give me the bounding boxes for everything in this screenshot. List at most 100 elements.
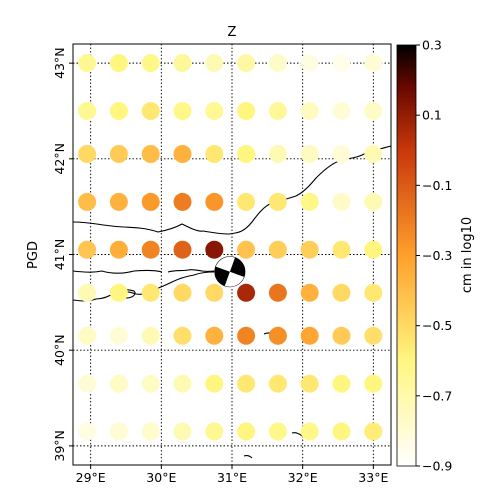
station-marker [269, 466, 287, 484]
colorbar-tick-label: −0.9 [422, 459, 452, 474]
station-marker [141, 145, 160, 163]
station-marker [109, 192, 128, 211]
station-marker [300, 283, 319, 302]
station-marker [268, 374, 287, 393]
station-marker [141, 192, 160, 211]
station-marker [173, 326, 192, 345]
station-marker [109, 283, 128, 302]
station-marker [109, 374, 128, 393]
lon-tick-label: 31°E [217, 470, 247, 485]
station-marker [173, 283, 192, 302]
lat-tick-label: 43°N [52, 47, 67, 79]
station-marker [332, 283, 351, 302]
station-marker [205, 374, 224, 393]
station-marker [110, 466, 128, 484]
colorbar-label: cm in log10 [460, 217, 475, 293]
colorbar-tick-label: −0.7 [422, 388, 452, 403]
station-marker [78, 422, 97, 441]
station-marker [237, 422, 256, 441]
station-marker [268, 326, 287, 345]
station-markers [78, 54, 383, 484]
lat-tick-label: 39°N [52, 430, 67, 462]
station-marker [173, 240, 192, 259]
lon-tick-label: 32°E [288, 470, 318, 485]
station-marker [205, 283, 224, 302]
station-marker [332, 54, 351, 73]
plot-title: Z [228, 25, 237, 40]
lat-tick-label: 40°N [52, 334, 67, 366]
station-marker [141, 54, 160, 73]
station-marker [300, 192, 319, 211]
station-marker [173, 145, 192, 163]
station-marker [268, 240, 287, 259]
station-marker [268, 54, 287, 73]
station-marker [364, 422, 383, 441]
station-marker [268, 422, 287, 441]
station-marker [141, 422, 160, 441]
colorbar-tick-label: −0.3 [422, 248, 452, 263]
station-marker [237, 326, 256, 345]
station-marker [205, 54, 224, 73]
station-marker [364, 240, 383, 259]
station-marker [364, 283, 383, 302]
station-marker [205, 145, 224, 163]
lat-tick-label: 42°N [52, 143, 67, 175]
station-marker [237, 374, 256, 393]
station-marker [300, 102, 319, 120]
station-marker [78, 240, 97, 259]
latitude-axis: 39°N 40°N 41°N 42°N 43°N [52, 47, 73, 462]
station-marker [237, 102, 256, 120]
station-marker [78, 102, 97, 120]
station-marker [332, 145, 351, 163]
station-marker [268, 145, 287, 163]
y-axis-label: PGD [26, 241, 41, 269]
station-marker [268, 283, 287, 302]
station-marker [268, 192, 287, 211]
station-marker [268, 102, 287, 120]
station-marker [109, 240, 128, 259]
station-marker [78, 283, 97, 302]
station-marker [173, 422, 192, 441]
station-marker [300, 54, 319, 73]
station-marker [332, 326, 351, 345]
station-marker [332, 374, 351, 393]
station-marker [364, 102, 383, 120]
lake-feature-3 [243, 455, 253, 459]
station-marker [364, 145, 383, 163]
station-marker [332, 240, 351, 259]
station-marker [109, 54, 128, 73]
station-marker [205, 102, 224, 120]
coastline-gulf [167, 269, 217, 273]
station-marker [205, 422, 224, 441]
station-marker [333, 466, 351, 484]
beachball-epicenter [214, 256, 246, 288]
station-marker [78, 326, 97, 345]
station-marker [173, 54, 192, 73]
station-marker [332, 102, 351, 120]
lon-tick-label: 33°E [358, 470, 388, 485]
lat-tick-label: 41°N [52, 239, 67, 271]
station-marker [237, 145, 256, 163]
station-marker [109, 102, 128, 120]
station-marker [173, 102, 192, 120]
station-marker [300, 145, 319, 163]
station-marker [109, 326, 128, 345]
colorbar-tick-label: −0.5 [422, 318, 452, 333]
station-marker [300, 240, 319, 259]
beachball-white-quadrant-2 [224, 271, 244, 287]
station-marker [205, 240, 224, 259]
station-marker [109, 145, 128, 163]
lon-tick-label: 30°E [146, 470, 176, 485]
colorbar-tick-label: 0.3 [422, 38, 442, 53]
colorbar [396, 44, 417, 467]
station-marker [364, 54, 383, 73]
station-marker [78, 54, 97, 73]
station-marker [237, 283, 256, 302]
station-marker [332, 192, 351, 211]
station-marker [78, 374, 97, 393]
station-marker [205, 192, 224, 211]
station-marker [78, 145, 97, 163]
station-marker [364, 326, 383, 345]
station-marker [364, 374, 383, 393]
longitude-axis: 29°E 30°E 31°E 32°E 33°E [76, 465, 388, 485]
